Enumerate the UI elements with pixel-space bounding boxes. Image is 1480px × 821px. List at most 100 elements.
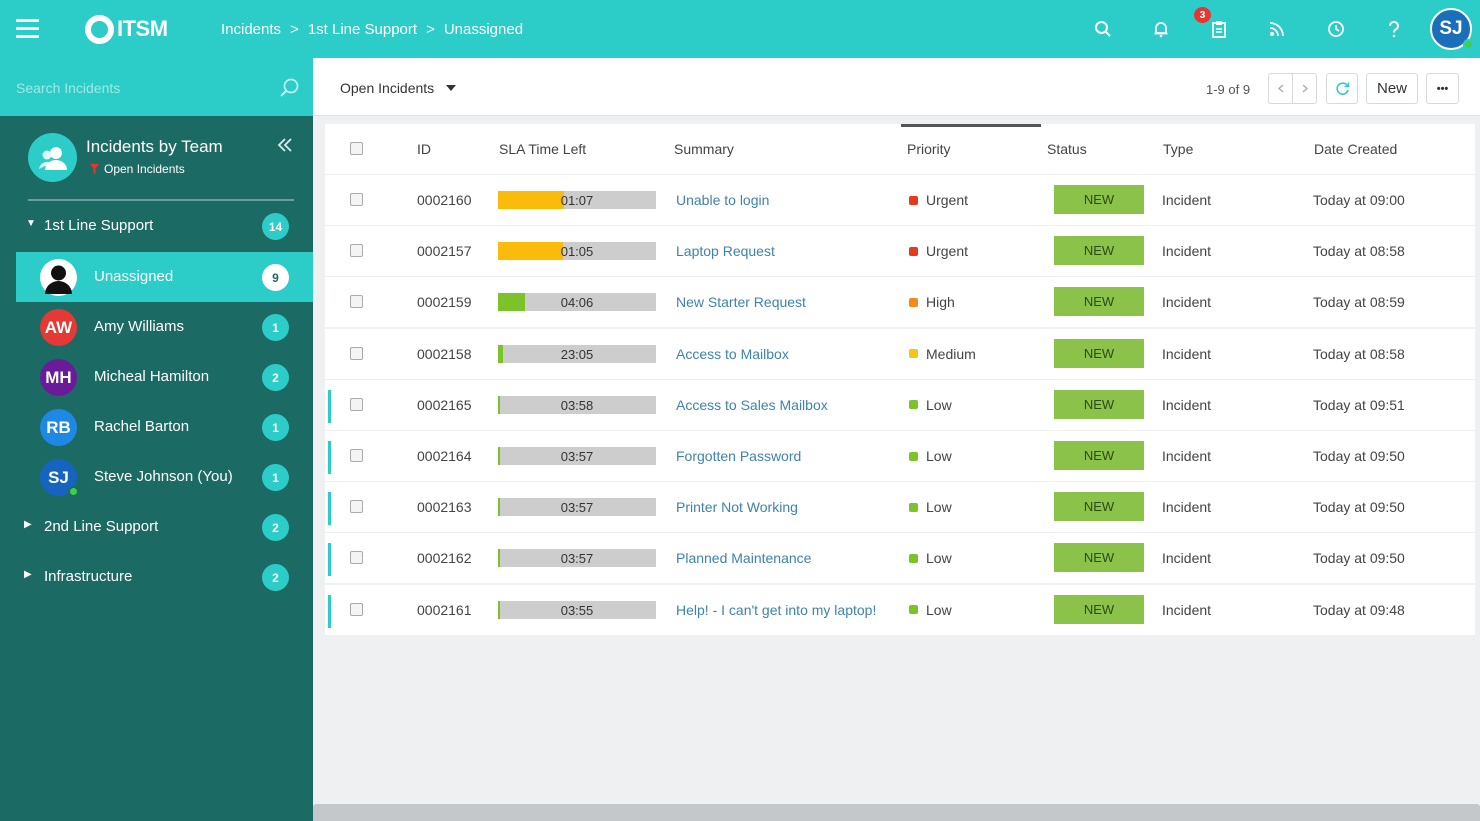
incident-type: Incident <box>1162 448 1212 464</box>
sidebar-item-unassigned[interactable]: Unassigned 9 <box>16 252 313 302</box>
priority-dot-icon <box>909 400 918 410</box>
refresh-button[interactable] <box>1326 73 1358 104</box>
row-checkbox[interactable] <box>350 500 363 514</box>
sidebar-item-rachel-barton[interactable]: RB Rachel Barton 1 <box>0 402 313 452</box>
table-row[interactable]: 0002164 03:57 Forgotten Password Low NEW Inci… <box>325 431 1475 481</box>
sla-progress-fill <box>498 395 500 414</box>
sidebar-item-steve-johnson[interactable]: SJ Steve Johnson (You) 1 <box>0 452 313 502</box>
date-created: Today at 09:50 <box>1313 499 1405 516</box>
table-row[interactable]: 0002159 04:06 New Starter Request High NEW In… <box>325 277 1475 328</box>
row-checkbox[interactable] <box>350 602 363 616</box>
row-checkbox[interactable] <box>350 193 363 206</box>
search-input[interactable] <box>16 76 266 100</box>
date-created: Today at 08:58 <box>1313 243 1405 260</box>
team-group-label: 1st Line Support <box>44 217 154 234</box>
row-checkbox[interactable] <box>350 346 363 360</box>
search-icon[interactable] <box>278 77 300 99</box>
table-row[interactable]: 0002158 23:05 Access to Mailbox Medium NEW In… <box>325 328 1475 379</box>
team-group-2nd-line[interactable]: ▶ 2nd Line Support 2 <box>0 502 313 552</box>
avatar-initials: RB <box>46 417 71 437</box>
column-header-type[interactable]: Type <box>1163 141 1194 157</box>
table-row[interactable]: 0002162 03:57 Planned Maintenance Low NEW Inc… <box>325 533 1475 584</box>
table-row[interactable]: 0002160 01:07 Unable to login Urgent NEW Inci… <box>325 175 1475 225</box>
sidebar-item-label: Amy Williams <box>94 318 184 335</box>
incident-summary-link[interactable]: Unable to login <box>676 192 770 208</box>
team-header: Incidents by Team Open Incidents <box>0 116 313 201</box>
breadcrumb: Incidents > 1st Line Support > Unassigne… <box>221 21 523 38</box>
sidebar-item-amy-williams[interactable]: AW Amy Williams 1 <box>0 302 313 352</box>
view-selector[interactable]: Open Incidents <box>340 80 457 96</box>
prev-page-button[interactable] <box>1268 73 1293 104</box>
more-options-button[interactable]: ••• <box>1426 73 1459 104</box>
help-icon[interactable] <box>1382 17 1406 41</box>
priority-label: Low <box>926 550 952 567</box>
collapse-sidebar-icon[interactable] <box>277 136 293 157</box>
row-checkbox[interactable] <box>350 551 363 565</box>
next-page-button[interactable] <box>1292 73 1317 104</box>
rss-icon[interactable] <box>1265 17 1289 41</box>
incident-summary-link[interactable]: Access to Sales Mailbox <box>676 396 828 413</box>
search-icon[interactable] <box>1091 17 1115 41</box>
priority-label: Low <box>926 448 952 464</box>
incident-summary-link[interactable]: Access to Mailbox <box>676 345 789 362</box>
logo[interactable]: ITSM <box>85 14 168 44</box>
status-badge: NEW <box>1054 594 1144 624</box>
sidebar-item-micheal-hamilton[interactable]: MH Micheal Hamilton 2 <box>0 352 313 402</box>
incident-summary-link[interactable]: New Starter Request <box>676 294 806 311</box>
expand-caret-icon: ▶ <box>24 569 32 580</box>
team-group-1st-line[interactable]: ▼ 1st Line Support 14 <box>0 201 313 251</box>
online-indicator <box>68 486 79 497</box>
chevron-down-icon <box>446 85 457 91</box>
user-avatar[interactable]: SJ <box>1430 8 1474 50</box>
priority-dot-icon <box>909 297 918 307</box>
incident-summary-link[interactable]: Forgotten Password <box>676 448 802 464</box>
row-checkbox[interactable] <box>350 295 363 309</box>
sla-time-left: 23:05 <box>560 346 594 362</box>
breadcrumb-team[interactable]: 1st Line Support <box>307 21 418 38</box>
sla-timer-bar: 23:05 <box>498 344 656 363</box>
team-group-label: 2nd Line Support <box>44 518 159 535</box>
clipboard-icon[interactable] <box>1207 17 1231 41</box>
column-header-status[interactable]: Status <box>1047 141 1087 157</box>
date-created: Today at 09:00 <box>1313 192 1405 208</box>
column-header-date[interactable]: Date Created <box>1314 141 1398 157</box>
avatar: SJ <box>40 459 79 497</box>
sla-progress-fill <box>498 549 500 568</box>
column-header-sla[interactable]: SLA Time Left <box>499 141 587 157</box>
incident-id: 0002158 <box>417 345 472 362</box>
new-incident-button[interactable]: New <box>1366 73 1418 104</box>
bell-icon[interactable] <box>1149 17 1173 41</box>
row-checkbox[interactable] <box>350 397 363 411</box>
breadcrumb-incidents[interactable]: Incidents <box>221 21 282 38</box>
incident-summary-link[interactable]: Help! - I can't get into my laptop! <box>676 601 877 618</box>
column-header-priority[interactable]: Priority <box>907 141 951 157</box>
team-filter[interactable]: Open Incidents <box>90 162 185 176</box>
priority-dot-icon <box>909 246 918 256</box>
menu-icon[interactable] <box>16 19 39 39</box>
table-row[interactable]: 0002157 01:05 Laptop Request Urgent NEW Incid… <box>325 226 1475 277</box>
select-all-checkbox[interactable] <box>350 142 363 155</box>
clock-icon[interactable] <box>1324 17 1348 41</box>
sla-progress-fill <box>498 191 565 209</box>
incident-id: 0002161 <box>417 601 472 618</box>
column-header-summary[interactable]: Summary <box>674 141 734 157</box>
column-header-id[interactable]: ID <box>417 141 431 157</box>
row-checkbox[interactable] <box>350 449 363 462</box>
incident-type: Incident <box>1162 499 1212 516</box>
table-row[interactable]: 0002163 03:57 Printer Not Working Low NEW Inc… <box>325 482 1475 533</box>
incident-summary-link[interactable]: Printer Not Working <box>676 499 798 516</box>
date-created: Today at 08:58 <box>1313 345 1405 362</box>
incident-id: 0002159 <box>417 294 472 311</box>
team-group-infrastructure[interactable]: ▶ Infrastructure 2 <box>0 552 313 602</box>
date-created: Today at 09:50 <box>1313 550 1405 567</box>
incident-id: 0002164 <box>417 448 472 464</box>
priority: Low <box>909 602 952 618</box>
table-row[interactable]: 0002161 03:55 Help! - I can't get into my … <box>325 584 1475 635</box>
row-checkbox[interactable] <box>350 244 363 258</box>
horizontal-scrollbar[interactable] <box>313 804 1480 821</box>
status-badge: NEW <box>1054 287 1144 317</box>
incident-summary-link[interactable]: Planned Maintenance <box>676 550 812 567</box>
incident-summary-link[interactable]: Laptop Request <box>676 243 775 260</box>
table-row[interactable]: 0002165 03:58 Access to Sales Mailbox Low NE… <box>325 379 1475 430</box>
status-badge: NEW <box>1054 543 1144 573</box>
